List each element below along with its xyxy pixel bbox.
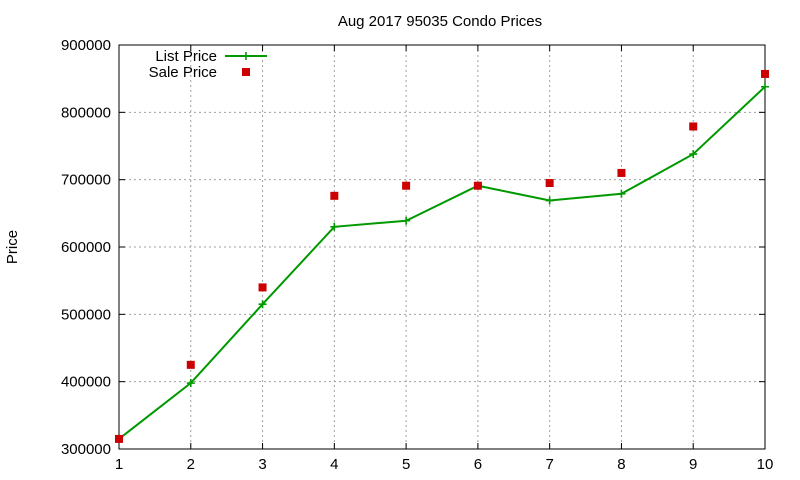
- legend-marker: [242, 68, 250, 76]
- legend-marker: [242, 52, 250, 60]
- x-tick-label: 4: [330, 456, 338, 473]
- y-tick-label: 800000: [61, 104, 111, 121]
- series-layer: [115, 69, 769, 443]
- x-tick-label: 8: [617, 456, 625, 473]
- data-point: [689, 122, 698, 131]
- series-list-price: [115, 82, 769, 443]
- y-tick-label: 500000: [61, 306, 111, 323]
- x-tick-label: 3: [258, 456, 266, 473]
- data-point: [258, 283, 267, 292]
- y-tick-label: 600000: [61, 239, 111, 256]
- data-point: [402, 181, 411, 190]
- y-axis-label: Price: [4, 230, 21, 264]
- x-tick-label: 6: [474, 456, 482, 473]
- data-point: [617, 168, 626, 177]
- legend-item: List Price: [155, 48, 267, 65]
- data-point: [186, 360, 195, 369]
- x-tick-label: 2: [187, 456, 195, 473]
- chart-title: Aug 2017 95035 Condo Prices: [338, 13, 542, 30]
- data-point: [258, 300, 267, 309]
- data-point: [761, 82, 769, 91]
- data-point: [545, 196, 554, 205]
- y-tick-label: 300000: [61, 441, 111, 458]
- x-tick-label: 1: [115, 456, 123, 473]
- legend-label: List Price: [155, 48, 217, 65]
- data-point: [330, 222, 339, 231]
- y-tick-label: 900000: [61, 37, 111, 54]
- y-tick-label: 400000: [61, 374, 111, 391]
- x-tick-label: 9: [689, 456, 697, 473]
- y-tick-label: 700000: [61, 172, 111, 189]
- data-point: [115, 434, 123, 443]
- data-point: [761, 69, 769, 78]
- y-axis-ticks: 300000 400000 500000 600000 700000 800000 9000…: [61, 37, 765, 458]
- legend-item: Sale Price: [149, 64, 250, 81]
- legend-label: Sale Price: [149, 64, 217, 81]
- data-point: [473, 181, 482, 190]
- data-point: [545, 179, 554, 188]
- data-point: [186, 379, 195, 388]
- data-point: [330, 191, 339, 200]
- series-sale-price: [115, 69, 769, 443]
- x-tick-label: 7: [545, 456, 553, 473]
- data-point: [689, 150, 698, 159]
- x-tick-label: 5: [402, 456, 410, 473]
- data-point: [617, 189, 626, 198]
- series-line: [118, 86, 766, 440]
- x-axis-ticks: 1 2 3 4 5 6 7 8 9 10: [115, 45, 774, 473]
- grid: [119, 45, 765, 449]
- data-point: [402, 216, 411, 225]
- x-tick-label: 10: [757, 456, 774, 473]
